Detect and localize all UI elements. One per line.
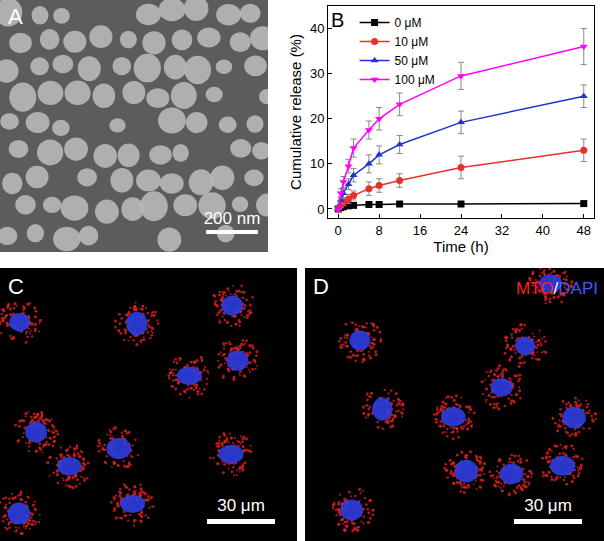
svg-text:B: B xyxy=(331,9,344,31)
svg-text:100 μM: 100 μM xyxy=(395,73,435,87)
svg-text:Cumulative release (%): Cumulative release (%) xyxy=(287,34,304,190)
svg-text:C: C xyxy=(8,274,24,299)
svg-text:16: 16 xyxy=(413,223,427,238)
svg-text:200 nm: 200 nm xyxy=(204,209,261,228)
svg-text:40: 40 xyxy=(536,223,550,238)
svg-text:8: 8 xyxy=(376,223,383,238)
svg-text:10 μM: 10 μM xyxy=(395,35,429,49)
svg-text:50 μM: 50 μM xyxy=(395,54,429,68)
svg-text:20: 20 xyxy=(310,111,324,126)
svg-text:0 μM: 0 μM xyxy=(395,16,422,30)
svg-text:48: 48 xyxy=(577,223,591,238)
svg-text:A: A xyxy=(8,4,23,29)
svg-text:30 μm: 30 μm xyxy=(217,496,265,515)
svg-text:0: 0 xyxy=(317,202,324,217)
svg-text:24: 24 xyxy=(454,223,468,238)
svg-text:32: 32 xyxy=(495,223,509,238)
svg-text:MTO/DAPI: MTO/DAPI xyxy=(516,279,598,298)
svg-text:D: D xyxy=(313,274,329,299)
svg-text:30 μm: 30 μm xyxy=(524,496,572,515)
svg-text:Time (h): Time (h) xyxy=(433,238,488,255)
svg-text:30: 30 xyxy=(310,66,324,81)
svg-text:0: 0 xyxy=(335,223,342,238)
svg-text:40: 40 xyxy=(310,21,324,36)
svg-text:10: 10 xyxy=(310,156,324,171)
